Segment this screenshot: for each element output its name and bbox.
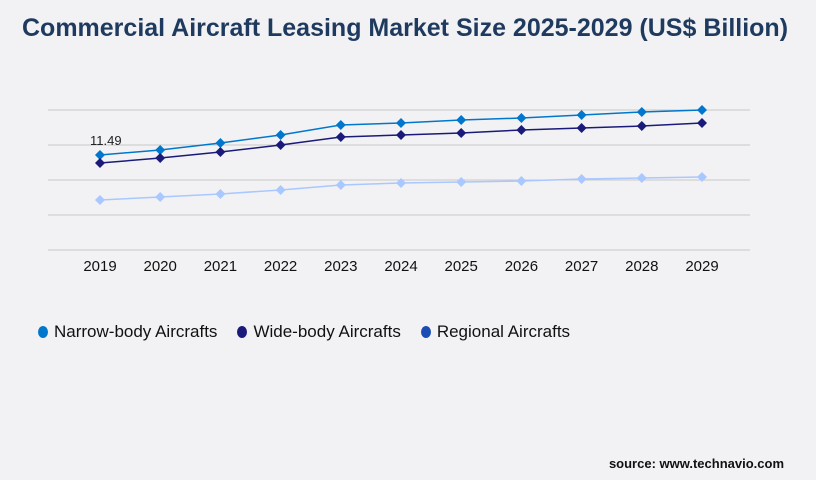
- data-point: [155, 145, 166, 156]
- data-point: [636, 121, 647, 132]
- data-point: [516, 113, 527, 124]
- legend-marker-icon: [38, 326, 48, 338]
- x-tick-label: 2024: [384, 258, 417, 275]
- x-tick-label: 2027: [565, 258, 598, 275]
- data-point: [576, 174, 587, 185]
- data-point: [456, 127, 467, 138]
- data-point: [95, 158, 105, 169]
- series-line: [99, 122, 703, 164]
- data-point: [155, 153, 166, 164]
- x-tick-label: 2023: [324, 258, 357, 275]
- data-point: [697, 105, 707, 115]
- source-text: source: www.technavio.com: [608, 456, 784, 471]
- x-tick-label: 2022: [264, 258, 297, 275]
- legend-label: Wide-body Aircrafts: [253, 322, 401, 341]
- data-point: [456, 177, 467, 188]
- x-tick-label: 2021: [204, 258, 237, 275]
- legend-label: Narrow-body Aircrafts: [54, 322, 218, 341]
- x-tick-label: 2029: [685, 258, 718, 275]
- data-point: [335, 132, 346, 143]
- x-tick-label: 2020: [144, 258, 177, 275]
- data-point: [215, 189, 226, 200]
- legend-label: Regional Aircrafts: [436, 322, 571, 341]
- x-tick-label: 2025: [445, 258, 478, 275]
- data-point: [396, 117, 406, 128]
- x-tick-label: 2019: [83, 258, 116, 275]
- data-point: [396, 129, 406, 140]
- data-point: [636, 106, 647, 117]
- data-point: [576, 123, 587, 134]
- legend-item-wide-body: Wide-body Aircrafts: [237, 322, 401, 342]
- legend-item-regional: Regional Aircrafts: [420, 322, 571, 342]
- line-chart: 2019 2020 2021 2022 2023 2024 2025 2026 2027 2028…: [48, 105, 750, 275]
- legend-marker-icon: [237, 326, 248, 338]
- data-point: [275, 129, 286, 140]
- data-point: [215, 137, 226, 148]
- data-point: [215, 147, 226, 158]
- data-point: [516, 125, 527, 136]
- data-label: 11.49: [90, 133, 122, 148]
- legend-item-narrow-body: Narrow-body Aircrafts: [38, 322, 217, 342]
- data-point: [95, 149, 105, 160]
- data-point: [516, 176, 527, 187]
- data-point: [155, 191, 166, 202]
- data-point: [456, 115, 467, 126]
- data-point: [275, 184, 286, 195]
- legend: Narrow-body Aircrafts Wide-body Aircraft…: [38, 322, 570, 342]
- x-tick-label: 2026: [505, 258, 538, 275]
- legend-marker-icon: [420, 326, 431, 338]
- data-point: [335, 119, 346, 130]
- x-tick-label: 2028: [625, 258, 658, 275]
- data-point: [697, 117, 707, 128]
- data-point: [636, 172, 647, 183]
- data-point: [396, 178, 406, 189]
- chart-title: Commercial Aircraft Leasing Market Size …: [22, 14, 789, 42]
- data-point: [335, 180, 346, 191]
- data-point: [576, 110, 587, 121]
- data-point: [95, 194, 105, 205]
- data-point: [275, 139, 286, 150]
- data-point: [697, 171, 707, 182]
